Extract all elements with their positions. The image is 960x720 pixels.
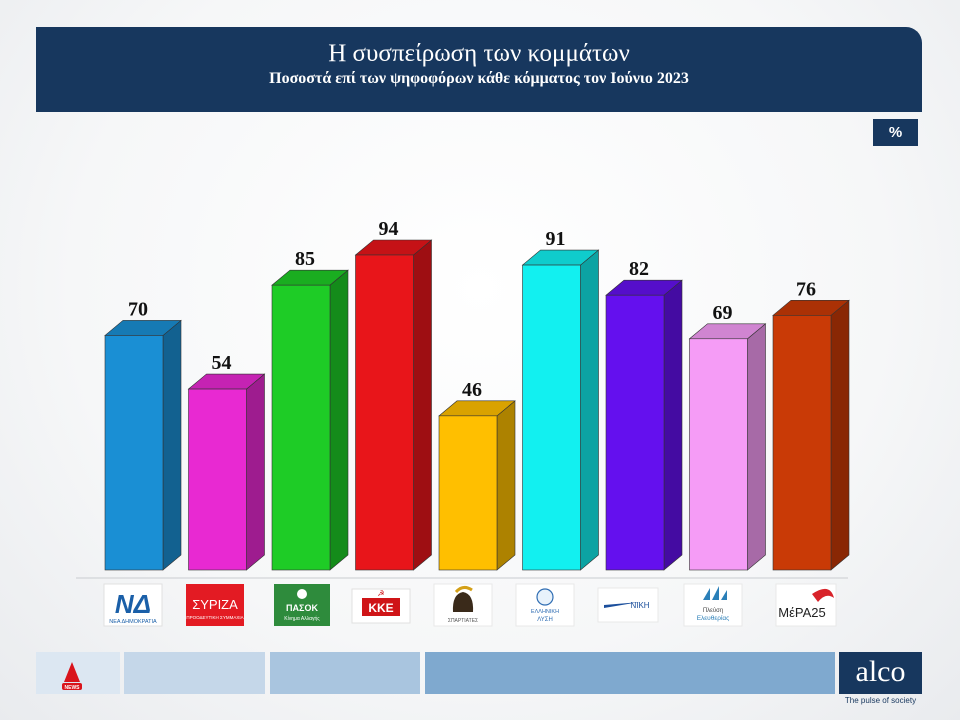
data-label-9: 76: [796, 278, 816, 300]
bar-front-8: [689, 338, 748, 571]
logo-syriza-text: ΠΡΟΟΔΕΥΤΙΚΗ ΣΥΜΜΑΧΙΑ: [186, 615, 243, 620]
bar-9: 76: [772, 278, 850, 571]
bar-8: 69: [688, 302, 767, 571]
bar-7: 82: [605, 258, 683, 571]
footer-band-1: [124, 652, 265, 694]
bar-5: 46: [438, 379, 516, 571]
data-label-2: 54: [212, 352, 232, 374]
alpha-news-logo: NEWS: [62, 662, 82, 691]
logo-nd-mark: ΝΔ: [115, 589, 151, 619]
logo-kke: ΚΚΕ ☭: [351, 588, 411, 624]
bar-side-1: [162, 319, 182, 571]
bar-side-3: [329, 269, 349, 571]
sailboat-icon: [703, 586, 727, 600]
logo-pasok-mark: ΠΑΣΟΚ: [286, 603, 318, 613]
logo-pasok: ΠΑΣΟΚ Κίνημα Αλλαγής: [274, 584, 330, 626]
data-label-8: 69: [713, 302, 733, 324]
logo-mera25: ΜέΡΑ25: [775, 583, 837, 627]
data-label-1: 70: [128, 298, 148, 320]
bar-side-6: [580, 249, 599, 571]
alco-logo: alco: [839, 652, 922, 694]
news-mark: NEWS: [65, 685, 81, 691]
mera25-bird-icon: [812, 588, 834, 602]
logo-nd: ΝΔ ΝΕΑ ΔΗΜΟΚΡΑΤΙΑ: [103, 583, 163, 627]
elliniki-lysi-emblem-icon: [536, 588, 554, 606]
bar-side-9: [830, 299, 850, 571]
logo-nd-text: ΝΕΑ ΔΗΜΟΚΡΑΤΙΑ: [109, 619, 157, 625]
spartan-helmet-icon: [452, 592, 474, 612]
chart-subtitle: Ποσοστά επί των ψηφοφόρων κάθε κόμματος …: [269, 70, 689, 87]
logo-plefsi: Πλεύση Ελευθερίας: [683, 583, 743, 627]
logo-elliniki-lysi: ΕΛΛΗΝΙΚΗ ΛΥΣΗ: [515, 583, 575, 627]
logo-niki-text: ΝΙΚΗ: [630, 601, 649, 610]
alco-tagline: The pulse of society: [844, 696, 917, 705]
logo-elliniki-text2: ΛΥΣΗ: [537, 617, 553, 623]
niki-wing-icon: [604, 602, 640, 608]
logo-kke-mark: ΚΚΕ: [368, 601, 393, 615]
data-label-3: 85: [295, 248, 315, 270]
hammer-sickle-icon: ☭: [377, 589, 384, 598]
bar-front-5: [438, 415, 498, 571]
bar-front-7: [605, 294, 665, 571]
logo-spartiates-text: ΣΠΑΡΤΙΑΤΕΣ: [448, 618, 478, 624]
chart-title: Η συσπείρωση των κομμάτων: [328, 40, 630, 67]
logo-plefsi-text1: Πλεύση: [703, 608, 723, 614]
data-label-6: 91: [546, 228, 566, 250]
logo-syriza: ΣΥΡΙΖΑ ΠΡΟΟΔΕΥΤΙΚΗ ΣΥΜΜΑΧΙΑ: [186, 584, 244, 626]
logo-mera-mark: ΜέΡΑ25: [778, 605, 825, 620]
logo-elliniki-text1: ΕΛΛΗΝΙΚΗ: [531, 609, 559, 615]
bar-4: 94: [354, 218, 433, 571]
bars-layer: 70 54 85 94 46 91 82 69 76: [104, 218, 850, 571]
bar-front-3: [271, 284, 331, 571]
data-label-4: 94: [379, 218, 399, 240]
footer-band-2: [270, 652, 420, 694]
bar-side-5: [496, 400, 516, 571]
bar-2: 54: [187, 352, 266, 571]
bar-front-2: [188, 388, 247, 571]
bar-side-7: [663, 279, 683, 571]
bar-side-2: [246, 373, 265, 571]
logo-plefsi-text2: Ελευθερίας: [697, 614, 730, 622]
footer-news-box: NEWS: [36, 652, 120, 694]
alpha-icon: [64, 662, 80, 682]
bar-front-4: [355, 254, 414, 571]
bar-front-1: [104, 335, 164, 571]
logo-spartiates: ΣΠΑΡΤΙΑΤΕΣ: [433, 583, 493, 627]
data-label-7: 82: [629, 258, 649, 280]
bar-front-9: [772, 315, 832, 571]
bar-side-8: [747, 323, 766, 571]
chart-header: Η συσπείρωση των κομμάτων Ποσοστά επί τω…: [36, 27, 922, 112]
footer-band-3: [425, 652, 835, 694]
bar-1: 70: [104, 298, 182, 571]
logo-syriza-mark: ΣΥΡΙΖΑ: [192, 597, 238, 612]
logo-niki: ΝΙΚΗ: [597, 587, 659, 623]
logo-pasok-text: Κίνημα Αλλαγής: [284, 615, 320, 622]
bar-side-4: [413, 239, 432, 571]
bar-front-6: [522, 264, 581, 571]
unit-badge: %: [873, 119, 918, 146]
bar-6: 91: [521, 228, 600, 571]
bar-3: 85: [271, 248, 349, 571]
data-label-5: 46: [462, 379, 482, 401]
